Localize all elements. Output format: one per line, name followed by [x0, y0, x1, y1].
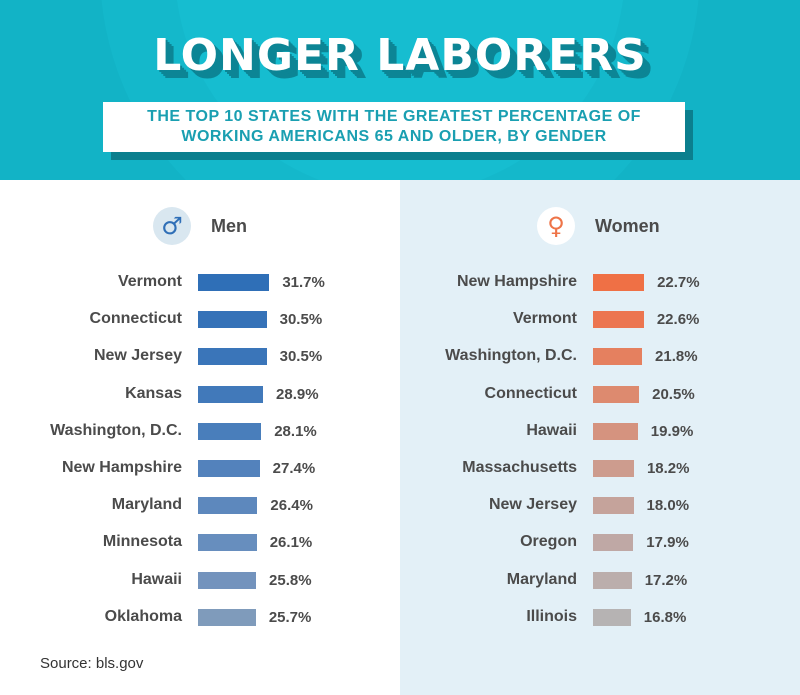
- men-category-label: Washington, D.C.: [50, 421, 182, 439]
- men-category-label: Connecticut: [89, 310, 182, 328]
- women-category-label: Illinois: [526, 607, 577, 625]
- women-category-label: Hawaii: [526, 421, 577, 439]
- women-bar: [593, 571, 632, 589]
- women-bar: [593, 422, 638, 440]
- women-category-label: Massachusetts: [462, 459, 577, 476]
- men-legend: ♂ Men: [153, 206, 247, 246]
- men-value-label: 28.9%: [276, 385, 319, 403]
- subtitle-box: THE TOP 10 STATES WITH THE GREATEST PERC…: [103, 102, 685, 152]
- men-category-label: New Hampshire: [61, 459, 182, 476]
- men-category-label: Oklahoma: [104, 607, 182, 625]
- men-bar: [198, 311, 267, 329]
- men-bar: [198, 274, 270, 291]
- men-value-label: 28.1%: [274, 422, 317, 440]
- men-category-label: Hawaii: [131, 570, 182, 588]
- women-bar: [593, 348, 643, 366]
- women-value-label: 16.8%: [643, 608, 687, 626]
- men-bar: [198, 571, 257, 589]
- women-bar: [593, 385, 640, 403]
- men-value-label: 25.8%: [269, 571, 312, 589]
- women-bar: [593, 608, 631, 626]
- men-value-label: 30.5%: [279, 348, 323, 366]
- women-category-label: Washington, D.C.: [445, 347, 577, 365]
- men-value-label: 26.4%: [270, 497, 313, 515]
- women-value-label: 17.9%: [646, 534, 689, 552]
- header-banner: LONGER LABORERS THE TOP 10 STATES WITH T…: [0, 0, 800, 180]
- women-legend: ♀ Women: [537, 206, 660, 246]
- female-symbol-icon: ♀: [537, 207, 575, 245]
- women-category-label: New Hampshire: [456, 273, 577, 290]
- women-bar: [593, 534, 634, 552]
- page-title: LONGER LABORERS: [153, 30, 647, 81]
- women-value-label: 18.0%: [646, 497, 690, 515]
- men-bar: [198, 460, 260, 477]
- women-value-label: 20.5%: [652, 385, 695, 403]
- women-value-label: 18.2%: [646, 460, 690, 477]
- men-bar: [198, 422, 262, 440]
- women-category-label: Connecticut: [484, 384, 577, 402]
- women-value-label: 22.6%: [656, 311, 700, 329]
- women-category-label: Oregon: [520, 533, 577, 551]
- men-bar: [198, 385, 264, 403]
- women-category-label: New Jersey: [488, 496, 577, 514]
- men-category-label: Vermont: [117, 273, 182, 290]
- women-value-label: 22.7%: [657, 274, 700, 291]
- women-value-label: 19.9%: [650, 422, 694, 440]
- women-bar: [593, 311, 644, 329]
- source-note: Source: bls.gov: [40, 655, 144, 672]
- subtitle-line-2: WORKING AMERICANS 65 AND OLDER, BY GENDE…: [181, 128, 607, 145]
- men-bar: [198, 348, 267, 366]
- women-value-label: 17.2%: [644, 571, 688, 589]
- men-value-label: 25.7%: [268, 608, 312, 626]
- men-bar: [198, 497, 258, 515]
- male-symbol-icon: ♂: [153, 207, 191, 245]
- men-category-label: Kansas: [125, 384, 182, 402]
- women-bar: [593, 274, 645, 291]
- women-bar: [593, 497, 634, 515]
- men-value-label: 31.7%: [282, 274, 325, 291]
- women-bar: [593, 460, 634, 477]
- men-value-label: 26.1%: [269, 534, 313, 552]
- men-category-label: Maryland: [111, 496, 182, 514]
- men-category-label: New Jersey: [93, 347, 182, 365]
- men-value-label: 30.5%: [279, 311, 323, 329]
- women-value-label: 21.8%: [655, 348, 698, 366]
- men-label: Men: [211, 215, 247, 236]
- men-category-label: Minnesota: [102, 533, 182, 551]
- women-label: Women: [595, 215, 660, 236]
- subtitle-line-1: THE TOP 10 STATES WITH THE GREATEST PERC…: [147, 108, 641, 125]
- women-category-label: Maryland: [506, 570, 577, 588]
- men-bar: [198, 608, 256, 626]
- men-value-label: 27.4%: [272, 460, 316, 477]
- men-bar: [198, 534, 257, 552]
- women-category-label: Vermont: [512, 310, 577, 328]
